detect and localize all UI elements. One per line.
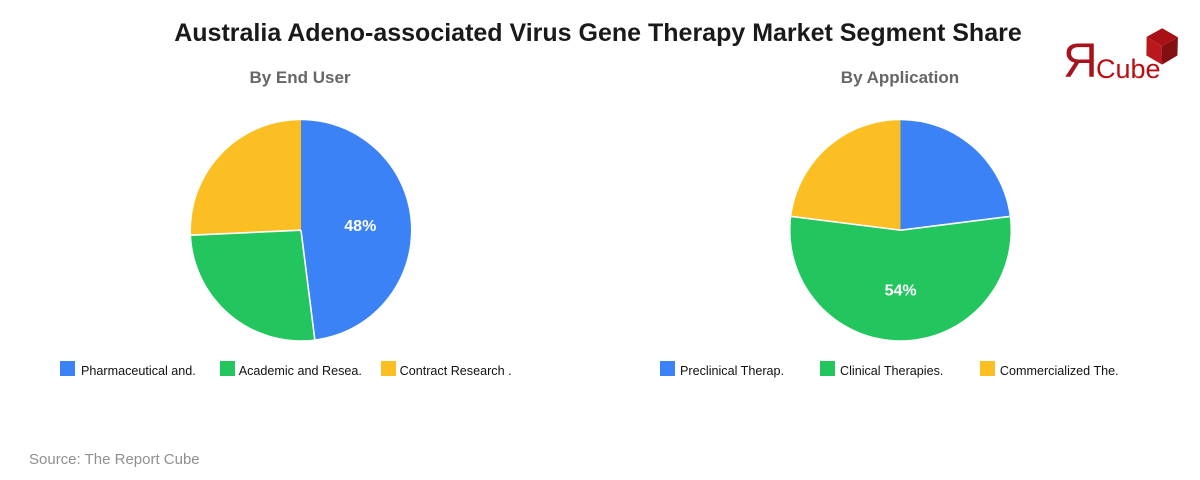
svg-text:48%: 48% [344, 218, 376, 235]
svg-text:54%: 54% [885, 283, 917, 300]
